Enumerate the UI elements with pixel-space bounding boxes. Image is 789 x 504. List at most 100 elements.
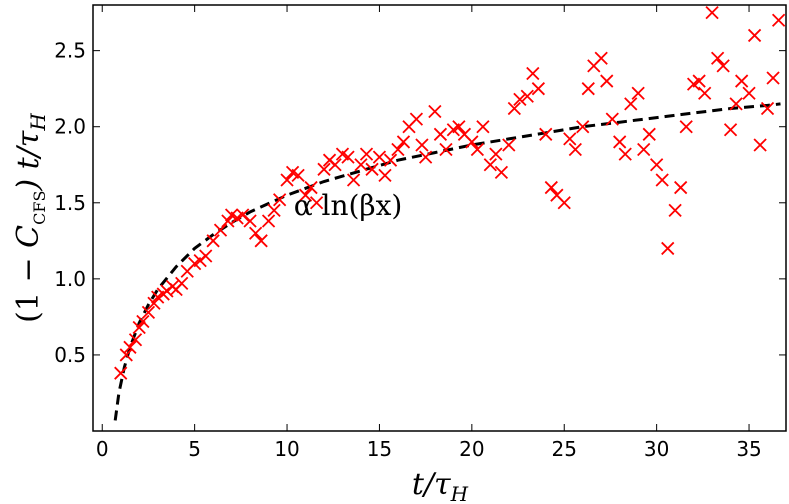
data-point [254,234,268,248]
x-tick-label: 5 [188,437,201,461]
data-point [729,97,743,111]
x-tick-label: 10 [274,437,299,461]
data-point [605,112,619,126]
fit-layer [113,102,781,421]
x-tick-label: 20 [459,437,484,461]
data-point [618,147,632,161]
data-point [248,226,263,240]
data-point [452,120,466,134]
y-tick-label: 2.0 [54,115,86,139]
data-point [742,86,756,100]
data-point [409,112,424,126]
data-point [568,142,582,157]
data-point [557,196,571,210]
data-point [507,101,521,116]
data-point [520,89,534,103]
fit-line [113,102,781,421]
data-point [563,132,577,146]
data-point [365,162,379,176]
y-tick-label: 1.0 [54,267,86,291]
y-axis-label-c: C [11,225,46,248]
data-point [613,135,627,149]
x-axis-label-sub: H [450,482,469,504]
x-tick-label: 15 [367,437,392,461]
data-point [642,127,656,141]
data-point [594,51,608,65]
y-axis-label-suffix: ) t/τ [11,130,46,191]
data-point [476,120,490,134]
data-point [513,92,527,106]
data-point [119,348,133,362]
data-point [291,168,305,183]
data-point [502,138,516,152]
data-point [576,120,590,134]
data-point [354,158,368,172]
x-tick-label: 35 [736,437,761,461]
data-point [624,97,638,111]
data-point [494,165,509,179]
x-tick-label: 0 [96,437,109,461]
data-point [753,138,767,152]
data-point [439,142,453,157]
plot-area [92,4,787,432]
y-tick-label: 2.5 [54,39,86,63]
data-point [661,241,675,256]
x-tick-label: 30 [644,437,669,461]
data-point [705,5,719,20]
svg-text:(1 − CCFS) t/τH: (1 − CCFS) t/τH [11,113,50,323]
data-point [267,203,281,218]
fit-annotation: α ln(βx) [294,189,403,222]
data-point [298,188,313,202]
data-point [199,249,213,263]
x-tick-label: 25 [552,437,577,461]
data-point [396,135,411,149]
data-point [346,173,361,187]
data-points [114,5,786,380]
x-axis-label-main: t/τ [412,467,451,502]
data-point [415,138,429,152]
data-point [359,147,374,161]
data-point [136,314,150,329]
data-point [679,120,693,134]
data-point [372,150,387,164]
data-point [213,223,228,237]
data-point [206,234,220,248]
data-point [175,276,189,291]
data-point [668,203,682,218]
data-point [383,153,398,167]
data-point [747,28,762,43]
data-point [637,142,651,157]
data-point [470,142,485,157]
data-point [317,162,331,176]
data-point [723,123,738,137]
data-point [433,127,448,141]
data-point [280,173,294,187]
y-tick-label: 1.5 [54,191,86,215]
data-point [341,150,355,164]
data-point [539,127,553,141]
y-axis-label-c-sub: CFS [30,191,49,225]
data-point [236,208,250,222]
data-point [650,158,664,172]
data-point [221,214,235,228]
data-point [735,74,749,88]
data-point [428,104,442,119]
data-point [132,320,146,335]
data-point [465,135,479,149]
y-axis-label-suffix-sub: H [26,113,50,132]
data-point [114,366,128,380]
data-point [391,142,405,157]
data-point [141,305,156,319]
x-axis-label: t/τH [412,467,469,504]
data-point [771,13,786,27]
data-point [123,340,137,354]
y-axis-label-prefix: (1 − [11,248,46,323]
data-point [526,66,540,81]
data-point [378,168,392,183]
data-point [483,158,497,172]
y-axis-label: (1 − CCFS) t/τH [11,113,50,323]
ticks: 0 5 10 15 20 25 30 35 0.5 1.0 1.5 2.0 2.5 [54,5,786,461]
data-point [304,180,318,195]
data-point [692,74,706,88]
data-point [544,180,558,195]
